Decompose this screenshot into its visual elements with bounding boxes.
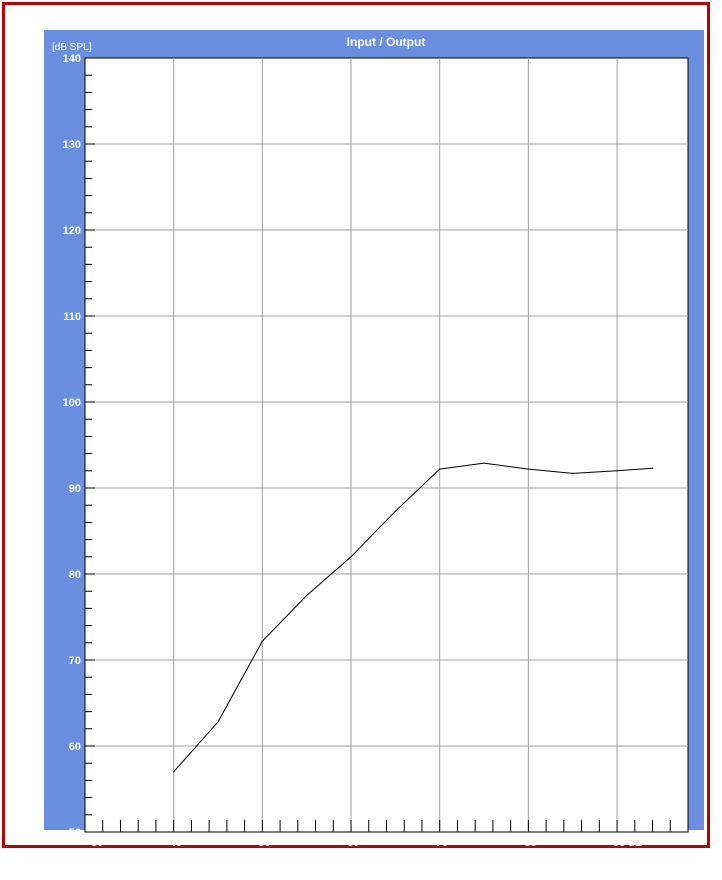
y-tick-label: 60: [69, 741, 81, 753]
x-tick-label: 70: [436, 837, 448, 849]
series-layer: [173, 462, 654, 773]
y-tick-label: 140: [63, 53, 81, 65]
x-tick-label: 90 dB: [613, 837, 643, 849]
x-tick-label: 50: [258, 837, 270, 849]
data-point: [394, 510, 396, 512]
y-tick-label: 120: [63, 225, 81, 237]
y-tick-label: 130: [63, 139, 81, 151]
x-tick-labels: 30 40 50 60 70 80 90 dB: [91, 837, 643, 849]
y-tick-label: 110: [63, 311, 81, 323]
x-tick-label: 80: [524, 837, 536, 849]
y-tick-label: 70: [69, 655, 81, 667]
data-point: [483, 462, 485, 464]
data-point: [217, 721, 219, 723]
y-tick-labels: 50 60 70 80 90 100 110 120 130 140: [63, 53, 81, 839]
data-point: [173, 771, 175, 773]
minor-ticks: [84, 57, 689, 833]
data-point: [572, 472, 574, 474]
data-point: [439, 468, 441, 470]
grid-lines: [85, 58, 688, 832]
data-point: [261, 640, 263, 642]
data-point: [350, 556, 352, 558]
data-point: [306, 594, 308, 597]
y-tick-label: 50: [69, 827, 81, 839]
y-tick-label: 100: [63, 397, 81, 409]
series-line: [173, 462, 653, 773]
plot-area: [84, 57, 689, 833]
data-point: [651, 467, 654, 469]
data-point: [527, 468, 529, 470]
x-tick-label: 40: [170, 837, 182, 849]
y-tick-label: 80: [69, 569, 81, 581]
x-tick-label: 60: [347, 837, 359, 849]
y-tick-label: 90: [69, 483, 81, 495]
data-point: [616, 470, 618, 472]
y-axis-unit-label: [dB SPL]: [52, 42, 92, 53]
x-tick-label: 30: [91, 837, 103, 849]
chart-title: Input / Output: [347, 35, 426, 49]
